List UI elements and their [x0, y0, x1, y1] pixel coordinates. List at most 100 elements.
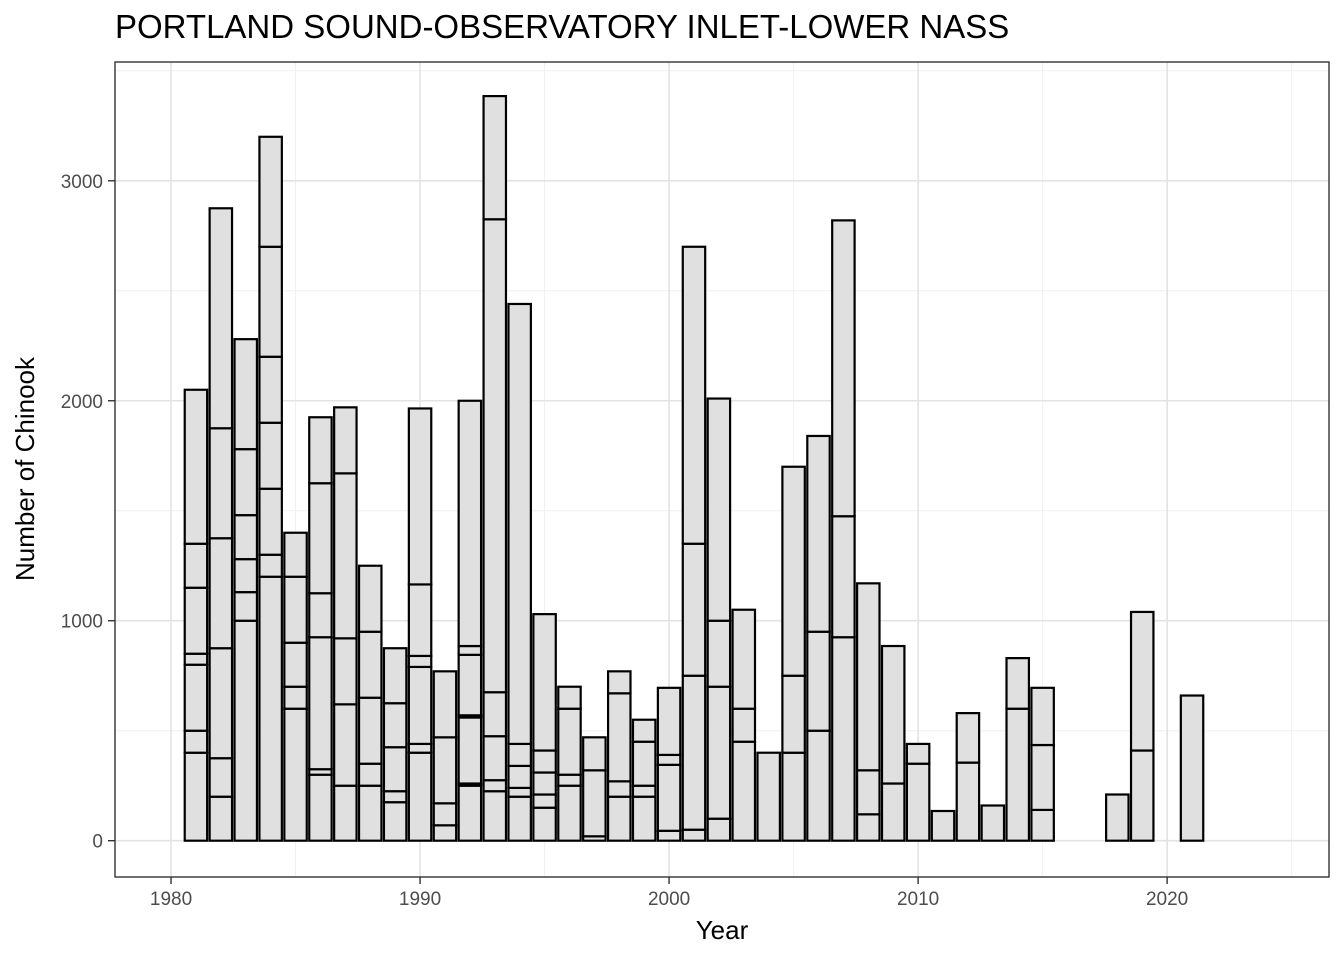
bar-segment-1999-3	[631, 740, 657, 787]
bar-segment-2007-2	[831, 515, 856, 639]
bar-segment-2004-1	[756, 751, 781, 842]
bar-segment-2015-1	[1030, 808, 1055, 842]
bar-segment-1983-3	[233, 558, 259, 594]
bar-segment-1984-2	[258, 553, 283, 578]
bars	[183, 94, 1205, 842]
bar-segment-1993-2	[482, 779, 508, 793]
bar-segment-2008-3	[855, 582, 881, 772]
bar-segment-1986-3	[308, 636, 333, 771]
bar-segment-1982-6	[208, 207, 234, 430]
bar-segment-1984-3	[258, 487, 283, 556]
bar-segment-2012-2	[955, 712, 981, 764]
bar-segment-1983-4	[233, 514, 259, 561]
bar-segment-1982-4	[208, 537, 234, 650]
bar-segment-1999-2	[631, 784, 657, 798]
y-tick-label-3000: 3000	[61, 172, 103, 193]
bar-segment-1993-1	[482, 790, 508, 842]
bar-segment-1981-6	[183, 542, 209, 589]
x-tick-label-1980: 1980	[150, 889, 192, 910]
bar-segment-2009-1	[880, 782, 906, 842]
bar-segment-2007-1	[831, 636, 856, 842]
bar-segment-1992-3	[457, 716, 483, 785]
bar-segment-1987-1	[333, 784, 358, 842]
bar-segment-2002-3	[706, 619, 732, 688]
bar-segment-1985-2	[283, 685, 308, 710]
x-tick-label-2020: 2020	[1146, 889, 1188, 910]
bar-segment-1988-3	[357, 696, 383, 765]
bar-segment-1983-1	[233, 619, 259, 842]
bar-segment-1981-2	[183, 729, 209, 754]
bar-segment-1981-3	[183, 663, 209, 732]
bar-segment-2006-2	[806, 630, 831, 732]
bar-segment-2019-1	[1129, 749, 1155, 842]
bar-segment-2007-3	[831, 219, 856, 518]
bar-segment-1995-5	[532, 613, 557, 752]
bar-segment-1993-4	[482, 691, 508, 738]
bar-segment-1988-2	[357, 762, 383, 787]
bar-segment-1984-7	[258, 135, 283, 248]
bar-segment-1986-4	[308, 592, 333, 639]
bar-segment-1991-4	[432, 670, 458, 739]
bar-segment-2011-1	[930, 809, 956, 842]
bar-segment-1991-2	[432, 802, 458, 827]
bar-segment-1992-7	[457, 399, 483, 648]
bar-segment-1982-2	[208, 757, 234, 798]
bar-segment-1981-5	[183, 586, 209, 655]
bar-segment-1992-6	[457, 644, 483, 656]
bar-segment-1987-5	[333, 406, 358, 475]
bar-segment-1985-3	[283, 641, 308, 688]
bar-segment-2003-2	[731, 707, 757, 743]
bar-segment-2000-4	[656, 686, 682, 757]
bar-segment-2015-2	[1030, 743, 1055, 812]
bar-segment-1985-5	[283, 531, 308, 578]
y-tick-label-0: 0	[92, 832, 103, 853]
bar-segment-1993-3	[482, 735, 508, 782]
bar-segment-1992-1	[457, 784, 483, 842]
bar-segment-1994-1	[507, 795, 532, 842]
bar-segment-1987-4	[333, 472, 358, 640]
bar-segment-1995-2	[532, 793, 557, 809]
bar-segment-1984-4	[258, 421, 283, 490]
plot-panel-border	[114, 61, 1330, 878]
bar-segment-1990-4	[407, 654, 433, 669]
bar-segment-1990-1	[407, 751, 433, 842]
bar-segment-2001-4	[681, 245, 707, 545]
bar-segment-1999-1	[631, 795, 657, 842]
bar-segment-1988-4	[357, 630, 383, 699]
bar-segment-1987-2	[333, 703, 358, 787]
bar-segment-1991-1	[432, 824, 458, 842]
bar-segment-2018-1	[1105, 793, 1130, 842]
bar-segment-1983-2	[233, 591, 259, 622]
bar-segment-2021-1	[1179, 694, 1205, 842]
bar-segment-2006-3	[806, 434, 831, 633]
axes: 1980 1990 2000 2010 2020 0 1000 2000 3000	[61, 172, 1189, 910]
bar-segment-2002-1	[706, 817, 732, 842]
x-axis-title: Year	[696, 915, 749, 945]
bar-segment-1998-4	[606, 670, 632, 695]
bar-segment-1997-2	[582, 769, 607, 838]
bar-segment-2001-2	[681, 674, 707, 831]
bar-segment-1982-3	[208, 647, 234, 760]
bar-segment-1990-2	[407, 742, 433, 754]
bar-segment-2008-2	[855, 769, 881, 816]
bar-segment-2005-3	[781, 465, 806, 677]
bar-segment-1993-6	[482, 94, 508, 221]
bar-segment-1988-5	[357, 564, 383, 633]
y-tick-label-1000: 1000	[61, 612, 103, 633]
bar-segment-2001-3	[681, 542, 707, 677]
bar-segment-2008-1	[855, 813, 881, 842]
bar-segment-2010-2	[905, 742, 931, 765]
bar-segment-2003-1	[731, 740, 757, 842]
bar-segment-1996-3	[557, 707, 582, 776]
bar-segment-1996-1	[557, 784, 582, 842]
bar-segment-1982-5	[208, 427, 234, 540]
bar-segment-2013-1	[980, 804, 1006, 842]
bar-segment-2014-2	[1005, 657, 1031, 710]
bar-segment-1990-6	[407, 407, 433, 586]
bar-segment-1990-5	[407, 583, 433, 658]
bar-segment-1998-1	[606, 795, 632, 842]
bar-segment-1989-5	[382, 647, 408, 705]
bar-segment-2006-1	[806, 729, 831, 842]
bar-segment-1989-1	[382, 801, 408, 842]
